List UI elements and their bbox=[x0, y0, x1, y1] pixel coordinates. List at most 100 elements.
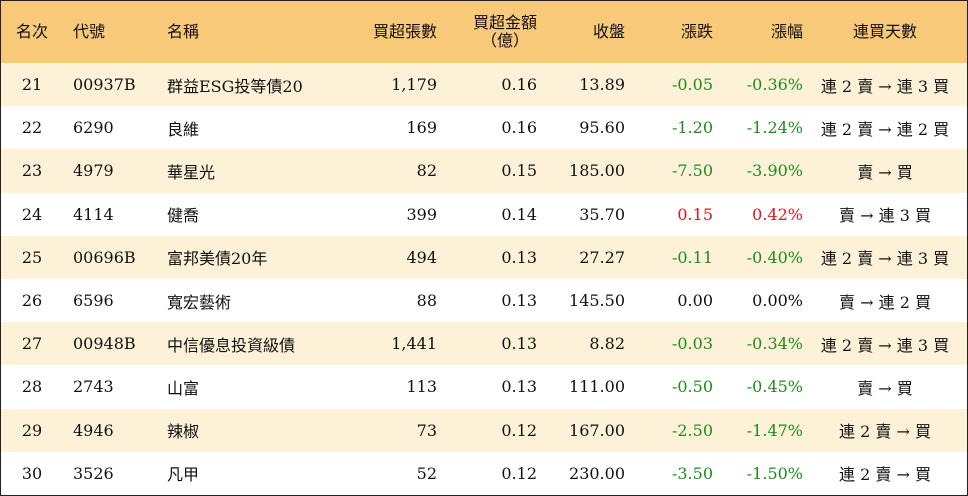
cell-close: 27.27 bbox=[579, 247, 625, 267]
cell-consecutive-days: 連 2 賣 → 連 3 買 bbox=[820, 76, 950, 96]
cell-rank: 28 bbox=[21, 377, 43, 397]
cell-net-buy-volume: 169 bbox=[406, 118, 437, 138]
cell-code[interactable]: 00948B bbox=[73, 334, 136, 354]
cell-net-buy-amount: 0.16 bbox=[501, 75, 537, 95]
cell-code[interactable]: 6290 bbox=[73, 118, 114, 138]
cell-rank: 30 bbox=[21, 463, 43, 483]
cell-close: 145.50 bbox=[569, 291, 625, 311]
cell-code[interactable]: 4114 bbox=[73, 204, 114, 224]
table-row[interactable]: 26 6596 寬宏藝術 88 0.13 145.50 0.00 0.00% 賣 → 連 2 買 bbox=[1, 278, 967, 323]
table-row[interactable]: 29 4946 辣椒 73 0.12 167.00 -2.50 -1.47% 連 2 賣 → 買 bbox=[1, 408, 967, 452]
cell-name[interactable]: 山富 bbox=[167, 378, 200, 398]
cell-net-buy-amount: 0.16 bbox=[501, 118, 537, 138]
cell-code[interactable]: 00696B bbox=[73, 247, 136, 267]
cell-rank: 23 bbox=[21, 161, 43, 181]
table-row[interactable]: 30 3526 凡甲 52 0.12 230.00 -3.50 -1.50% 連 2 賣 → 買 bbox=[1, 451, 967, 495]
cell-consecutive-days: 連 2 賣 → 買 bbox=[839, 422, 931, 442]
cell-name[interactable]: 寬宏藝術 bbox=[167, 292, 232, 312]
table-body: 21 00937B 群益ESG投等債20 1,179 0.16 13.89 -0.05 -0.… bbox=[1, 63, 967, 495]
cell-code[interactable]: 4946 bbox=[73, 420, 114, 440]
cell-code[interactable]: 6596 bbox=[73, 291, 114, 311]
cell-rank: 22 bbox=[21, 118, 43, 138]
cell-change-percent: -1.50% bbox=[746, 463, 803, 483]
cell-name[interactable]: 辣椒 bbox=[167, 422, 200, 442]
cell-close: 167.00 bbox=[569, 420, 625, 440]
cell-close: 8.82 bbox=[589, 334, 625, 354]
cell-consecutive-days: 連 2 賣 → 連 3 買 bbox=[820, 249, 950, 269]
cell-name[interactable]: 富邦美債20年 bbox=[167, 249, 268, 269]
header-net-buy-volume[interactable]: 買超張數 bbox=[372, 22, 437, 41]
cell-consecutive-days: 賣 → 買 bbox=[857, 162, 913, 182]
cell-close: 95.60 bbox=[579, 118, 625, 138]
header-net-buy-amount[interactable]: 買超金額 （億） bbox=[437, 1, 537, 63]
cell-net-buy-volume: 1,179 bbox=[391, 75, 437, 95]
cell-name[interactable]: 凡甲 bbox=[167, 465, 200, 485]
cell-rank: 24 bbox=[21, 204, 43, 224]
table-row[interactable]: 22 6290 良維 169 0.16 95.60 -1.20 -1.24% 連 2 賣 → 連… bbox=[1, 106, 967, 150]
header-net-buy-amount-label: 買超金額 （億） bbox=[473, 14, 537, 50]
cell-rank: 25 bbox=[21, 247, 43, 267]
cell-rank: 27 bbox=[21, 334, 43, 354]
cell-change-percent: -0.45% bbox=[746, 377, 803, 397]
cell-net-buy-volume: 88 bbox=[416, 291, 437, 311]
cell-change-percent: 0.42% bbox=[752, 204, 803, 224]
cell-change-percent: -1.24% bbox=[746, 118, 803, 138]
cell-name[interactable]: 群益ESG投等債20 bbox=[167, 76, 303, 96]
table-row[interactable]: 25 00696B 富邦美債20年 494 0.13 27.27 -0.11 -0.40% 連 … bbox=[1, 235, 967, 279]
cell-change: -0.50 bbox=[671, 377, 713, 397]
cell-code[interactable]: 3526 bbox=[73, 463, 114, 483]
cell-change-percent: -0.34% bbox=[746, 334, 803, 354]
table-row[interactable]: 21 00937B 群益ESG投等債20 1,179 0.16 13.89 -0.05 -0.… bbox=[1, 63, 967, 107]
cell-change: -0.03 bbox=[671, 334, 713, 354]
cell-change-percent: -3.90% bbox=[746, 161, 803, 181]
table-row[interactable]: 24 4114 健喬 399 0.14 35.70 0.15 0.42% 賣 → 連 3 買 bbox=[1, 192, 967, 236]
cell-code[interactable]: 4979 bbox=[73, 161, 114, 181]
cell-close: 13.89 bbox=[579, 75, 625, 95]
cell-change-percent: -0.36% bbox=[746, 75, 803, 95]
cell-net-buy-volume: 82 bbox=[416, 161, 437, 181]
cell-net-buy-volume: 113 bbox=[406, 377, 437, 397]
cell-change-percent: -1.47% bbox=[746, 420, 803, 440]
cell-net-buy-amount: 0.13 bbox=[501, 334, 537, 354]
header-close[interactable]: 收盤 bbox=[592, 22, 625, 41]
cell-consecutive-days: 賣 → 連 2 買 bbox=[839, 292, 931, 312]
cell-net-buy-amount: 0.15 bbox=[501, 161, 537, 181]
cell-name[interactable]: 華星光 bbox=[167, 162, 216, 182]
cell-net-buy-amount: 0.12 bbox=[501, 463, 537, 483]
cell-change: -1.20 bbox=[671, 118, 713, 138]
header-consecutive-days[interactable]: 連買天數 bbox=[852, 22, 917, 41]
header-row: 名次 代號 名稱 買超張數 買超金額 （億） 收盤 漲跌 漲幅 連買天數 bbox=[1, 1, 967, 63]
cell-net-buy-amount: 0.14 bbox=[501, 204, 537, 224]
cell-net-buy-volume: 399 bbox=[406, 204, 437, 224]
header-name[interactable]: 名稱 bbox=[167, 22, 200, 41]
table-row[interactable]: 23 4979 華星光 82 0.15 185.00 -7.50 -3.90% 賣 → 買 bbox=[1, 149, 967, 193]
cell-close: 185.00 bbox=[569, 161, 625, 181]
header-change-percent[interactable]: 漲幅 bbox=[770, 22, 803, 41]
cell-net-buy-amount: 0.13 bbox=[501, 291, 537, 311]
cell-rank: 21 bbox=[21, 75, 43, 95]
cell-change: -7.50 bbox=[671, 161, 713, 181]
cell-net-buy-volume: 1,441 bbox=[391, 334, 437, 354]
cell-net-buy-amount: 0.12 bbox=[501, 420, 537, 440]
cell-net-buy-volume: 494 bbox=[406, 247, 437, 267]
header-change[interactable]: 漲跌 bbox=[680, 22, 713, 41]
cell-change-percent: -0.40% bbox=[746, 247, 803, 267]
cell-change: 0.15 bbox=[677, 204, 713, 224]
cell-consecutive-days: 連 2 賣 → 連 2 買 bbox=[820, 119, 950, 139]
cell-net-buy-amount: 0.13 bbox=[501, 377, 537, 397]
header-code[interactable]: 代號 bbox=[73, 22, 106, 41]
cell-name[interactable]: 良維 bbox=[167, 119, 200, 139]
cell-name[interactable]: 中信優息投資級債 bbox=[167, 335, 296, 355]
header-rank[interactable]: 名次 bbox=[15, 22, 48, 41]
cell-close: 111.00 bbox=[569, 377, 625, 397]
cell-code[interactable]: 00937B bbox=[73, 75, 136, 95]
cell-consecutive-days: 連 2 賣 → 連 3 買 bbox=[820, 335, 950, 355]
cell-name[interactable]: 健喬 bbox=[167, 206, 200, 226]
cell-consecutive-days: 賣 → 連 3 買 bbox=[839, 206, 931, 226]
cell-net-buy-volume: 73 bbox=[416, 420, 437, 440]
cell-code[interactable]: 2743 bbox=[73, 377, 114, 397]
table-row[interactable]: 27 00948B 中信優息投資級債 1,441 0.13 8.82 -0.03 -0.34%… bbox=[1, 322, 967, 366]
cell-rank: 26 bbox=[21, 291, 43, 311]
table-row[interactable]: 28 2743 山富 113 0.13 111.00 -0.50 -0.45% 賣 → 買 bbox=[1, 365, 967, 409]
